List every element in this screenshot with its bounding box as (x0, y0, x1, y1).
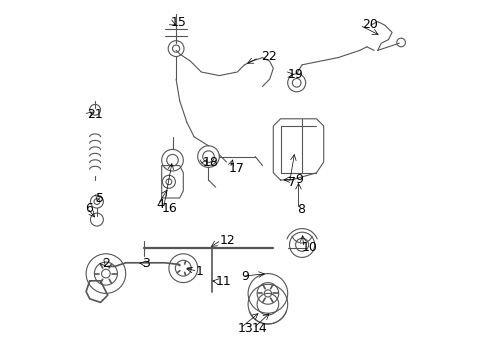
Text: 18: 18 (203, 156, 219, 169)
Text: 12: 12 (219, 234, 235, 247)
Text: 14: 14 (251, 322, 267, 335)
Text: 4: 4 (156, 198, 164, 211)
Text: 10: 10 (302, 241, 317, 254)
Text: 17: 17 (228, 162, 244, 175)
Text: 5: 5 (96, 192, 104, 205)
Text: 20: 20 (361, 18, 377, 31)
Text: 15: 15 (170, 16, 186, 29)
Text: 22: 22 (260, 50, 276, 63)
Text: 7: 7 (287, 176, 295, 189)
Text: 19: 19 (287, 68, 303, 81)
Text: 11: 11 (215, 275, 231, 288)
Text: 3: 3 (142, 257, 149, 270)
Text: 9: 9 (241, 270, 248, 283)
Text: 1: 1 (196, 265, 203, 278)
Text: 9: 9 (294, 173, 302, 186)
Text: 2: 2 (102, 257, 110, 270)
Text: 8: 8 (296, 203, 304, 216)
Text: 21: 21 (87, 108, 102, 121)
Text: 16: 16 (162, 202, 177, 215)
Text: 6: 6 (85, 202, 93, 215)
Text: 13: 13 (237, 322, 252, 335)
